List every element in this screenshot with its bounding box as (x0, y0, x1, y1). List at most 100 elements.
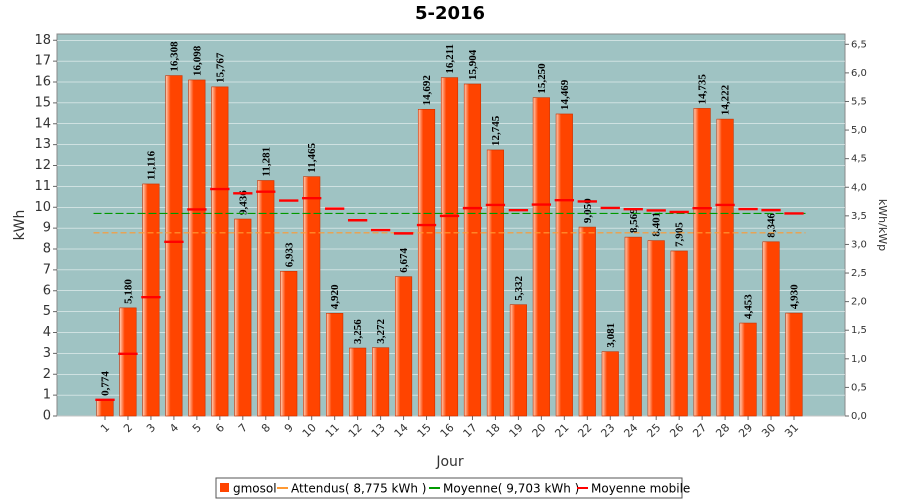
x-tick-label: 24 (621, 421, 640, 440)
bar (532, 97, 550, 417)
y-tick-label: 12 (34, 158, 51, 173)
value-label: 14,735 (697, 74, 709, 105)
value-label: 12,745 (490, 115, 502, 146)
y-tick-label: 17 (34, 54, 51, 69)
bar (578, 226, 596, 417)
x-tick-label: 23 (598, 421, 617, 440)
x-tick-label: 1 (98, 421, 112, 435)
bar (762, 241, 780, 417)
value-label: 7,905 (674, 222, 686, 247)
bar (372, 347, 390, 417)
bar (601, 351, 619, 417)
value-label: 5,332 (513, 275, 525, 300)
x-tick-label: 8 (259, 421, 273, 435)
legend-label: Moyenne( 9,703 kWh ) (443, 482, 579, 496)
y-tick-label: 8 (43, 242, 51, 257)
x-tick-label: 27 (690, 421, 709, 440)
bar (303, 176, 321, 417)
x-tick-label: 13 (369, 421, 388, 440)
x-tick-label: 7 (236, 421, 250, 435)
value-label: 11,281 (260, 147, 272, 177)
bar (716, 118, 734, 417)
legend-label: Attendus( 8,775 kWh ) (291, 482, 426, 496)
value-label: 3,081 (605, 323, 617, 348)
x-tick-label: 20 (530, 421, 549, 440)
value-label: 5,180 (122, 279, 134, 304)
chart-title: 5-2016 (415, 3, 485, 24)
y-tick-label: 13 (34, 137, 51, 152)
x-tick-label: 30 (759, 421, 778, 440)
value-label: 6,674 (398, 247, 410, 272)
value-label: 15,904 (467, 49, 479, 80)
bar (670, 250, 688, 417)
x-tick-label: 26 (667, 421, 686, 440)
legend-swatch (220, 483, 229, 492)
bar (96, 399, 114, 417)
value-label: 15,767 (214, 52, 226, 83)
legend-box (215, 477, 683, 499)
bar (280, 270, 298, 417)
bar (509, 304, 527, 417)
x-tick-label: 5 (190, 421, 204, 435)
y-tick-label: 0 (43, 409, 51, 424)
x-tick-label: 9 (282, 421, 296, 435)
x-tick-label: 31 (782, 421, 801, 440)
y-axis-label: kWh (12, 210, 28, 241)
y-tick-label: 14 (34, 116, 51, 131)
x-tick-label: 18 (484, 421, 503, 440)
value-label: 16,098 (191, 45, 203, 76)
value-label: 6,933 (283, 242, 295, 267)
y-tick-label: 11 (34, 179, 51, 194)
y-tick-label: 16 (34, 75, 51, 90)
bar (463, 83, 482, 417)
value-label: 3,272 (375, 318, 387, 343)
y2-tick-label: 4,0 (851, 182, 867, 193)
x-tick-label: 10 (300, 421, 319, 440)
y2-tick-label: 1,0 (851, 354, 867, 365)
bar (739, 322, 757, 417)
value-label: 16,211 (444, 44, 456, 74)
y-tick-label: 2 (43, 367, 51, 382)
value-label: 8,346 (766, 213, 778, 238)
value-label: 0,774 (100, 371, 112, 396)
value-label: 4,453 (743, 294, 755, 319)
legend-label: gmosol (233, 482, 277, 496)
bar (394, 276, 413, 417)
x-tick-label: 29 (736, 421, 755, 440)
value-label: 8,401 (651, 212, 663, 237)
bar (555, 113, 573, 417)
y2-tick-label: 6,5 (851, 39, 867, 50)
y-tick-label: 1 (43, 388, 51, 403)
value-label: 9,050 (582, 198, 594, 223)
y2-tick-label: 5,0 (851, 125, 867, 136)
x-tick-label: 19 (507, 421, 526, 440)
value-label: 3,256 (352, 319, 364, 344)
value-label: 11,116 (145, 150, 157, 180)
y2-tick-label: 5,5 (851, 96, 867, 107)
y2-tick-label: 3,5 (851, 211, 867, 222)
y2-tick-label: 2,5 (851, 268, 867, 279)
y-tick-label: 5 (43, 304, 51, 319)
value-label: 14,222 (720, 84, 732, 115)
value-label: 16,308 (168, 41, 180, 72)
bar (188, 79, 206, 417)
x-tick-label: 22 (575, 421, 594, 440)
bar (417, 109, 436, 417)
value-label: 14,692 (421, 75, 433, 106)
bar (257, 180, 275, 417)
legend-label: Moyenne mobile (591, 482, 690, 496)
bar (142, 183, 160, 417)
value-label: 11,465 (306, 143, 318, 173)
y-tick-label: 18 (34, 33, 51, 48)
bar (785, 312, 803, 417)
bar (624, 236, 642, 417)
y-tick-label: 4 (43, 325, 51, 340)
bar (647, 240, 665, 417)
x-tick-label: 12 (346, 421, 365, 440)
x-tick-label: 2 (121, 421, 135, 435)
value-label: 4,920 (329, 284, 341, 309)
legend: gmosol Attendus( 8,775 kWh ) Moyenne( 9,70… (215, 477, 690, 499)
y2-tick-label: 0,5 (851, 382, 867, 393)
x-tick-label: 25 (644, 421, 663, 440)
